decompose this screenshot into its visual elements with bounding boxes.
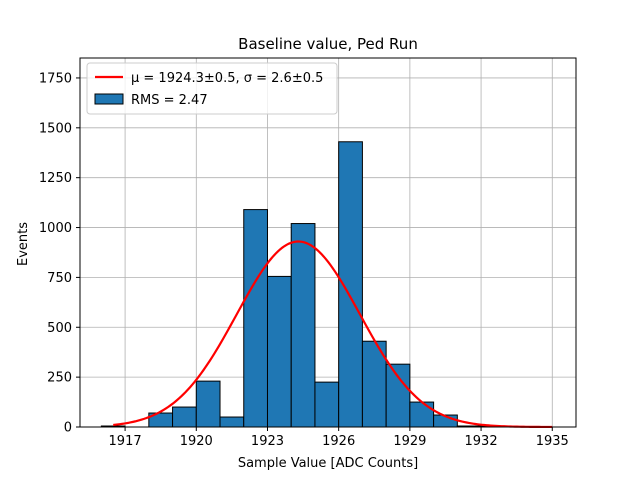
gaussian-fit-curve <box>113 240 553 429</box>
chart-title: Baseline value, Ped Run <box>238 35 418 53</box>
y-axis-label: Events <box>16 222 31 266</box>
histogram-bars <box>100 141 506 428</box>
legend-rms-swatch <box>94 93 124 105</box>
fit-curve-group <box>113 240 553 429</box>
histogram-bar <box>243 209 268 428</box>
x-tick-label: 1917 <box>109 434 142 449</box>
legend: μ = 1924.3±0.5, σ = 2.6±0.5 RMS = 2.47 <box>86 62 338 115</box>
histogram-bar <box>314 381 340 428</box>
x-tick-label: 1920 <box>180 434 213 449</box>
y-tick-label: 1000 <box>39 221 72 236</box>
y-tick-label: 250 <box>47 371 72 386</box>
x-tick-label: 1923 <box>251 434 284 449</box>
y-tick-label: 1500 <box>39 121 72 136</box>
y-tick-label: 1250 <box>39 171 72 186</box>
x-tick-label: 1926 <box>322 434 355 449</box>
histogram-bar <box>290 223 316 428</box>
y-tick-label: 750 <box>47 271 72 286</box>
x-tick-label: 1935 <box>536 434 569 449</box>
grid <box>80 58 576 428</box>
x-axis-label: Sample Value [ADC Counts] <box>238 456 418 471</box>
plot-frame <box>79 57 577 428</box>
x-tick-label: 1929 <box>393 434 426 449</box>
histogram-bar <box>266 275 292 428</box>
histogram-bar <box>219 416 245 428</box>
x-tick-label: 1932 <box>465 434 498 449</box>
histogram-bar <box>409 401 435 428</box>
legend-rms-label: RMS = 2.47 <box>131 93 208 108</box>
y-tick-label: 0 <box>64 421 72 436</box>
histogram-bar <box>172 406 197 428</box>
y-tick-label: 1750 <box>39 71 72 86</box>
y-tick-label: 500 <box>47 321 72 336</box>
histogram-bar <box>385 363 411 428</box>
legend-fit-label: μ = 1924.3±0.5, σ = 2.6±0.5 <box>131 71 323 86</box>
histogram-bar <box>195 380 221 428</box>
axis-ticks: 1917 1920 1923 1926 1929 1932 1935 0 250 500 750 10… <box>39 71 569 449</box>
legend-box <box>86 62 338 115</box>
